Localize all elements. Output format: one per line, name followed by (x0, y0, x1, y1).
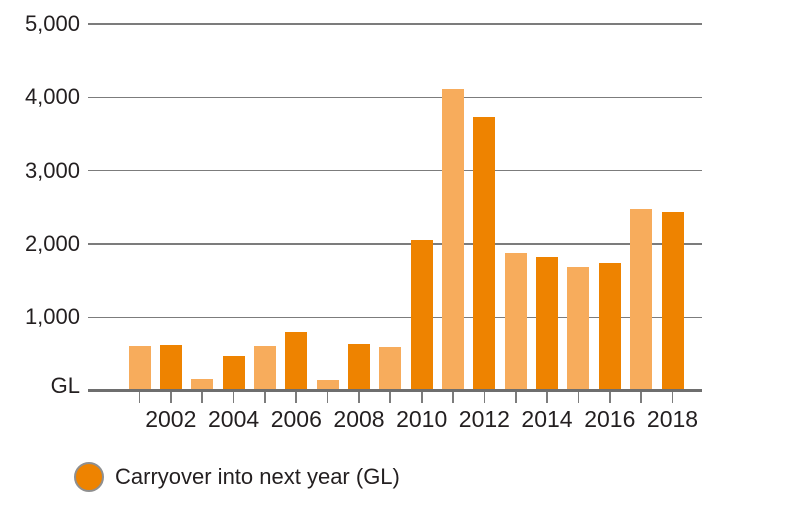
x-tick-2012 (483, 392, 486, 404)
x-tick-label-2008: 2008 (333, 406, 385, 432)
bar-2005 (253, 346, 276, 391)
bar-2016 (598, 263, 621, 391)
x-tick-label-2012: 2012 (458, 406, 510, 432)
x-tick-2002 (169, 392, 172, 404)
x-tick-2001 (138, 392, 141, 404)
bar-2015 (567, 266, 590, 391)
x-tick-label-2016: 2016 (584, 406, 636, 432)
x-tick-label-2014: 2014 (521, 406, 573, 432)
x-tick-2004 (232, 392, 235, 404)
bar-2012 (473, 117, 496, 391)
y-tick-label-1000: 1,000 (24, 304, 80, 330)
legend-label: Carryover into next year (GL) (115, 463, 400, 489)
x-tick-2003 (201, 392, 204, 404)
bar-2006 (285, 332, 308, 391)
bar-2010 (410, 240, 433, 391)
x-tick-2008 (358, 392, 360, 404)
x-tick-2006 (295, 392, 298, 404)
x-axis-line (88, 389, 702, 392)
bar-2011 (442, 88, 464, 391)
x-tick-2011 (452, 392, 454, 404)
bar-2014 (536, 257, 558, 391)
legend: Carryover into next year (GL) (74, 462, 400, 492)
gridline-3000 (88, 169, 702, 172)
y-tick-label-5000: 5,000 (24, 11, 80, 36)
bar-2002 (159, 345, 182, 391)
bar-2017 (630, 208, 653, 391)
bar-2009 (379, 347, 402, 391)
x-tick-2015 (577, 392, 580, 404)
gridline-5000 (88, 23, 702, 25)
gridline-2000 (88, 243, 702, 245)
x-tick-2005 (264, 392, 266, 404)
bar-2018 (661, 211, 684, 391)
x-tick-2018 (671, 392, 674, 404)
y-tick-label-2000: 2,000 (24, 231, 80, 256)
x-tick-label-2004: 2004 (208, 406, 260, 432)
x-tick-label-2002: 2002 (145, 406, 197, 432)
y-axis-unit-label: GL (50, 372, 80, 398)
x-tick-2007 (326, 392, 329, 404)
x-tick-label-2018: 2018 (646, 406, 699, 432)
bar-2003 (191, 379, 214, 391)
bar-2001 (128, 346, 151, 391)
x-tick-2016 (608, 392, 611, 404)
x-tick-label-2010: 2010 (396, 406, 448, 432)
bar-2007 (316, 379, 339, 391)
y-tick-label-4000: 4,000 (24, 84, 80, 110)
x-tick-label-2006: 2006 (270, 406, 322, 432)
y-tick-label-3000: 3,000 (24, 157, 80, 183)
x-tick-2013 (514, 392, 517, 404)
gridline-4000 (88, 96, 702, 99)
gridline-1000 (88, 316, 702, 319)
bar-2004 (222, 355, 245, 391)
x-tick-2017 (640, 392, 642, 404)
bar-2008 (348, 343, 370, 391)
x-tick-2010 (420, 392, 423, 404)
x-tick-2014 (546, 392, 548, 404)
bar-2013 (504, 252, 527, 391)
legend-marker-icon (74, 462, 104, 492)
x-tick-2009 (389, 392, 392, 404)
